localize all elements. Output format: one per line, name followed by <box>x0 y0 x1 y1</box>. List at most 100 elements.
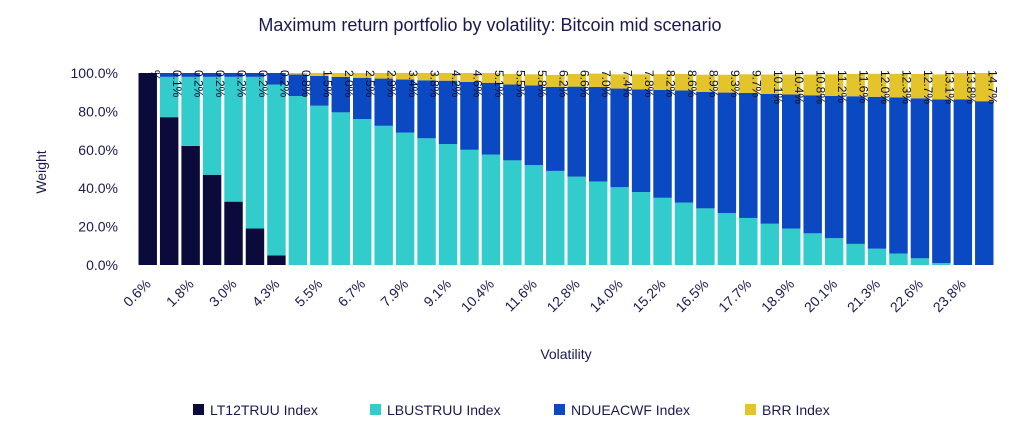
bar-data-label: 10.1% <box>771 70 785 104</box>
x-tick-label: 7.9% <box>377 276 411 310</box>
x-tick-label: 3.0% <box>206 276 240 310</box>
bar-segment <box>288 73 308 75</box>
bar-segment <box>889 73 908 98</box>
bar-segment <box>717 213 737 265</box>
legend-swatch <box>745 404 756 415</box>
bar-segment <box>803 95 822 234</box>
bar-segment <box>460 149 479 265</box>
bar-segment <box>846 243 865 265</box>
bar-segment <box>245 228 265 265</box>
bar-data-label: 10.8% <box>814 70 828 104</box>
bar-segment <box>159 117 179 265</box>
x-tick-label: 17.7% <box>715 276 754 315</box>
x-tick-label: 14.0% <box>586 276 625 315</box>
bar-segment <box>310 105 329 265</box>
bar-segment <box>159 73 179 77</box>
bar-segment <box>567 86 586 177</box>
y-axis-title: Weight <box>33 150 49 193</box>
bar-segment <box>202 76 222 175</box>
x-axis-ticks: 0.6% 1.8% 3.0% 4.3% 5.5% 6.7% 7.9% 9.1% 10.4% 11.… <box>120 276 969 315</box>
x-tick-label: 12.8% <box>543 276 582 315</box>
bar-segment <box>867 73 887 97</box>
bar-segment <box>546 86 565 171</box>
bar-segment <box>224 201 243 265</box>
x-tick-label: 0.6% <box>120 276 154 310</box>
bar-segment <box>417 80 436 139</box>
bar-data-label: 7.4% <box>621 70 635 98</box>
bar-data-label: 0.2% <box>256 70 270 98</box>
bar-data-label: 8.9% <box>706 70 720 98</box>
y-axis-ticks: 0.0% 20.0% 40.0% 60.0% 80.0% 100.0% <box>71 65 118 273</box>
bar-segment <box>202 174 222 265</box>
x-tick-label: 4.3% <box>249 276 283 310</box>
bar-segment <box>739 74 758 93</box>
bar-segment <box>588 87 608 182</box>
bar-segment <box>696 91 715 209</box>
bar-segment <box>653 197 672 265</box>
bar-data-label: 0.2% <box>277 70 291 98</box>
bar-data-label: 3.4% <box>406 70 420 98</box>
bar-segment <box>953 99 973 265</box>
bar-segment <box>524 165 544 265</box>
bar-segment <box>674 90 694 203</box>
bar-segment <box>417 138 436 265</box>
bar-segment <box>674 73 694 91</box>
bar-segment <box>696 74 715 92</box>
y-tick-label: 100.0% <box>71 65 118 81</box>
bar-segment <box>460 73 479 82</box>
bar-segment <box>181 73 200 77</box>
legend-swatch <box>554 404 565 415</box>
bar-segment <box>803 74 822 96</box>
bar-data-label: 12.7% <box>921 70 935 104</box>
bar-data-label: 13.1% <box>942 70 956 104</box>
bar-data-label: 0.8% <box>299 70 313 98</box>
bar-data-label: 0.1% <box>170 70 184 98</box>
bar-segment <box>288 74 308 97</box>
x-tick-label: 6.7% <box>334 276 368 310</box>
bar-segment <box>310 75 329 106</box>
bar-data-label: 0.2% <box>235 70 249 98</box>
bar-segment <box>782 94 801 229</box>
bar-segment <box>546 74 565 87</box>
bar-data-label: 5.1% <box>492 70 506 98</box>
bar-segment <box>481 82 501 155</box>
bar-segment <box>138 73 157 265</box>
bar-data-label: 6.2% <box>556 70 570 98</box>
bar-segment <box>739 92 758 218</box>
bar-data-label: 8.6% <box>685 70 699 98</box>
bar-segment <box>181 145 200 265</box>
x-tick-label: 1.8% <box>163 276 197 310</box>
legend-swatch <box>370 404 381 415</box>
bar-segment <box>481 154 501 265</box>
bar-data-label: 10.4% <box>792 70 806 104</box>
bar-segment <box>353 119 372 265</box>
y-tick-label: 60.0% <box>78 142 118 158</box>
bar-segment <box>267 255 286 265</box>
bar-segment <box>910 258 930 265</box>
bar-segment <box>739 217 758 265</box>
bar-data-label: 5.8% <box>535 70 549 98</box>
bar-data-label: 3.8% <box>428 70 442 98</box>
bar-data-label: 8.2% <box>664 70 678 98</box>
bar-segment <box>631 192 651 265</box>
bar-segment <box>782 74 801 95</box>
bar-segment <box>975 73 994 102</box>
bar-segment <box>824 74 844 96</box>
bar-segment <box>395 73 415 80</box>
bar-segment <box>181 76 200 146</box>
bar-segment <box>760 93 779 224</box>
bar-data-label: 12.3% <box>899 70 913 104</box>
bar-segment <box>245 76 265 229</box>
bar-segment <box>760 74 779 94</box>
bar-segment <box>889 253 908 265</box>
chart-title: Maximum return portfolio by volatility: … <box>258 15 721 35</box>
bar-segment <box>481 73 501 83</box>
bars-group <box>138 73 994 265</box>
bar-segment <box>438 144 458 265</box>
bar-segment <box>717 74 737 93</box>
legend-label: LT12TRUU Index <box>210 402 318 418</box>
bar-segment <box>610 88 629 188</box>
bar-segment <box>395 79 415 133</box>
bar-segment <box>395 132 415 265</box>
